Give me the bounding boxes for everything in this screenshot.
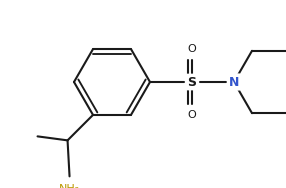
Text: S: S [188,76,196,89]
Text: O: O [188,110,196,120]
Text: NH₂: NH₂ [59,184,80,188]
Text: N: N [229,76,239,89]
Text: N: N [229,76,239,89]
Text: O: O [188,44,196,54]
